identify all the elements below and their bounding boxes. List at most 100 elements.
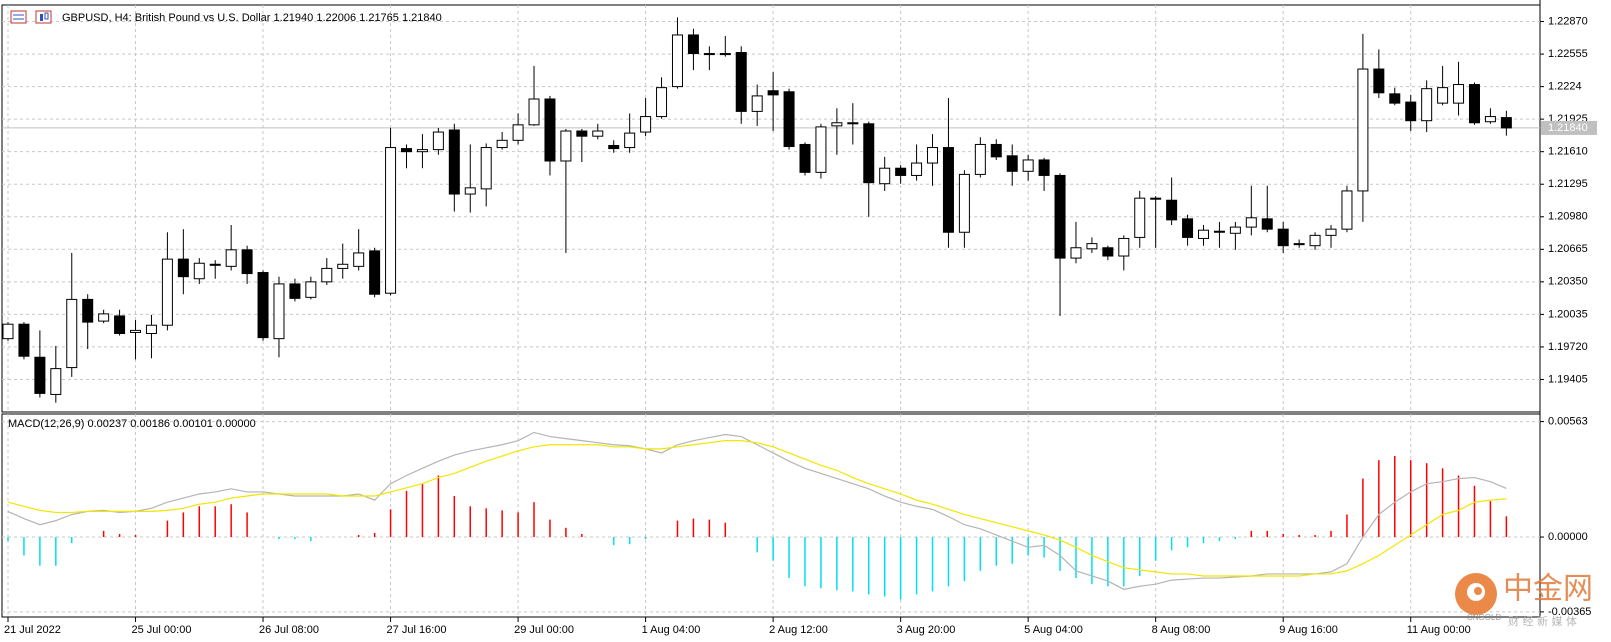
candle-body <box>671 34 683 88</box>
candle-body <box>1102 247 1114 257</box>
candle-body <box>735 52 747 112</box>
watermark: 中金网 CNGOLD 财 经 新 媒 体 <box>1455 572 1593 628</box>
y-tick-label: 1.20035 <box>1548 308 1588 320</box>
candle-body <box>114 315 126 334</box>
candle-body <box>703 53 715 56</box>
candle-body <box>783 91 795 148</box>
watermark-brand: CNGOLD <box>1467 613 1501 622</box>
candle-body <box>927 147 939 164</box>
icon <box>44 12 49 20</box>
candle-body <box>879 167 891 185</box>
candle-body <box>432 131 444 151</box>
x-tick-label: 21 Jul 2022 <box>4 624 61 636</box>
candle-body <box>942 147 954 233</box>
candle-body <box>209 263 221 266</box>
candle-body <box>1213 230 1225 233</box>
x-tick-label: 5 Aug 04:00 <box>1024 624 1083 636</box>
candle-body <box>1405 101 1417 122</box>
candle-body <box>608 144 620 150</box>
grid <box>2 5 1540 617</box>
x-tick-label: 9 Aug 16:00 <box>1279 624 1338 636</box>
x-tick-label: 1 Aug 04:00 <box>642 624 701 636</box>
x-tick-label: 11 Aug 00:00 <box>1407 624 1471 636</box>
candle-body <box>225 249 237 267</box>
candle-body <box>528 98 540 126</box>
candle-body <box>863 123 875 184</box>
candle-body <box>1118 237 1130 257</box>
candle-body <box>1500 117 1512 129</box>
candle-body <box>592 130 604 137</box>
icon <box>40 14 43 21</box>
candle-body <box>640 116 652 133</box>
y-tick-label: 1.20350 <box>1548 276 1588 288</box>
y-tick-label: 1.22870 <box>1548 15 1588 27</box>
icon <box>35 10 52 24</box>
y-tick-label: 1.2224 <box>1548 81 1582 93</box>
candle-body <box>1309 234 1321 247</box>
watermark-logo <box>1474 587 1482 595</box>
x-tick-label: 27 Jul 16:00 <box>387 624 447 636</box>
candle-body <box>273 283 285 340</box>
y-tick-label: 0.00563 <box>1548 415 1588 427</box>
candle-body <box>369 250 381 295</box>
candle-body <box>974 143 986 175</box>
candle-body <box>656 87 668 118</box>
candle-body <box>1229 226 1241 234</box>
candle-body <box>767 90 779 96</box>
candle-body <box>305 281 317 298</box>
candle-body <box>1389 93 1401 104</box>
x-tick-label: 25 Jul 00:00 <box>132 624 192 636</box>
candle-body <box>1293 243 1305 246</box>
candle-body <box>1022 159 1034 172</box>
candle-body <box>385 147 397 294</box>
candle-body <box>990 143 1002 158</box>
icon <box>10 10 27 24</box>
x-tick-label: 2 Aug 12:00 <box>769 624 828 636</box>
candle-body <box>911 162 923 176</box>
candle-body <box>719 53 731 56</box>
y-tick-label: 1.22555 <box>1548 48 1588 60</box>
candle-body <box>448 129 460 195</box>
y-tick-label: -0.00365 <box>1548 606 1591 618</box>
watermark-tagline: 财 经 新 媒 体 <box>1508 614 1577 628</box>
candle-body <box>1245 217 1257 228</box>
watermark-name: 中金网 <box>1503 572 1593 607</box>
candle-body <box>34 356 46 394</box>
candle-body <box>560 130 572 162</box>
y-tick-label: 1.19405 <box>1548 373 1588 385</box>
chart-title: GBPUSD, H4: British Pound vs U.S. Dollar… <box>62 12 442 24</box>
candle-body <box>1468 84 1480 124</box>
indicator-title: MACD(12,26,9) 0.00237 0.00186 0.00101 0.… <box>8 418 256 430</box>
candle-body <box>544 98 556 162</box>
candle-body <box>1134 197 1146 238</box>
candle-body <box>1325 228 1337 236</box>
candle-body <box>480 147 492 190</box>
candle-body <box>751 95 763 112</box>
signal-line <box>7 440 1507 577</box>
candle-body <box>1373 68 1385 94</box>
candle-body <box>50 368 62 395</box>
candle-body <box>1038 159 1050 176</box>
candle-body <box>815 126 827 173</box>
candle-body <box>161 258 173 326</box>
candle-body <box>416 149 428 153</box>
candle-body <box>799 143 811 173</box>
symbol-icons <box>10 10 52 24</box>
y-tick-label: 1.20980 <box>1548 211 1588 223</box>
y-tick-label: 1.20665 <box>1548 243 1588 255</box>
x-tick-label: 8 Aug 08:00 <box>1152 624 1211 636</box>
candle-body <box>831 122 843 127</box>
candle-body <box>353 252 365 267</box>
candle-body <box>1086 243 1098 250</box>
candle-body <box>289 283 301 299</box>
candle-body <box>1421 88 1433 122</box>
candle-body <box>847 122 859 125</box>
candle-body <box>401 148 412 153</box>
candle-body <box>1054 174 1066 259</box>
candle-body <box>321 267 333 283</box>
x-tick-label: 29 Jul 00:00 <box>514 624 574 636</box>
candle-body <box>177 258 189 278</box>
marks <box>2 17 1512 600</box>
y-tick-label: 1.21295 <box>1548 178 1588 190</box>
